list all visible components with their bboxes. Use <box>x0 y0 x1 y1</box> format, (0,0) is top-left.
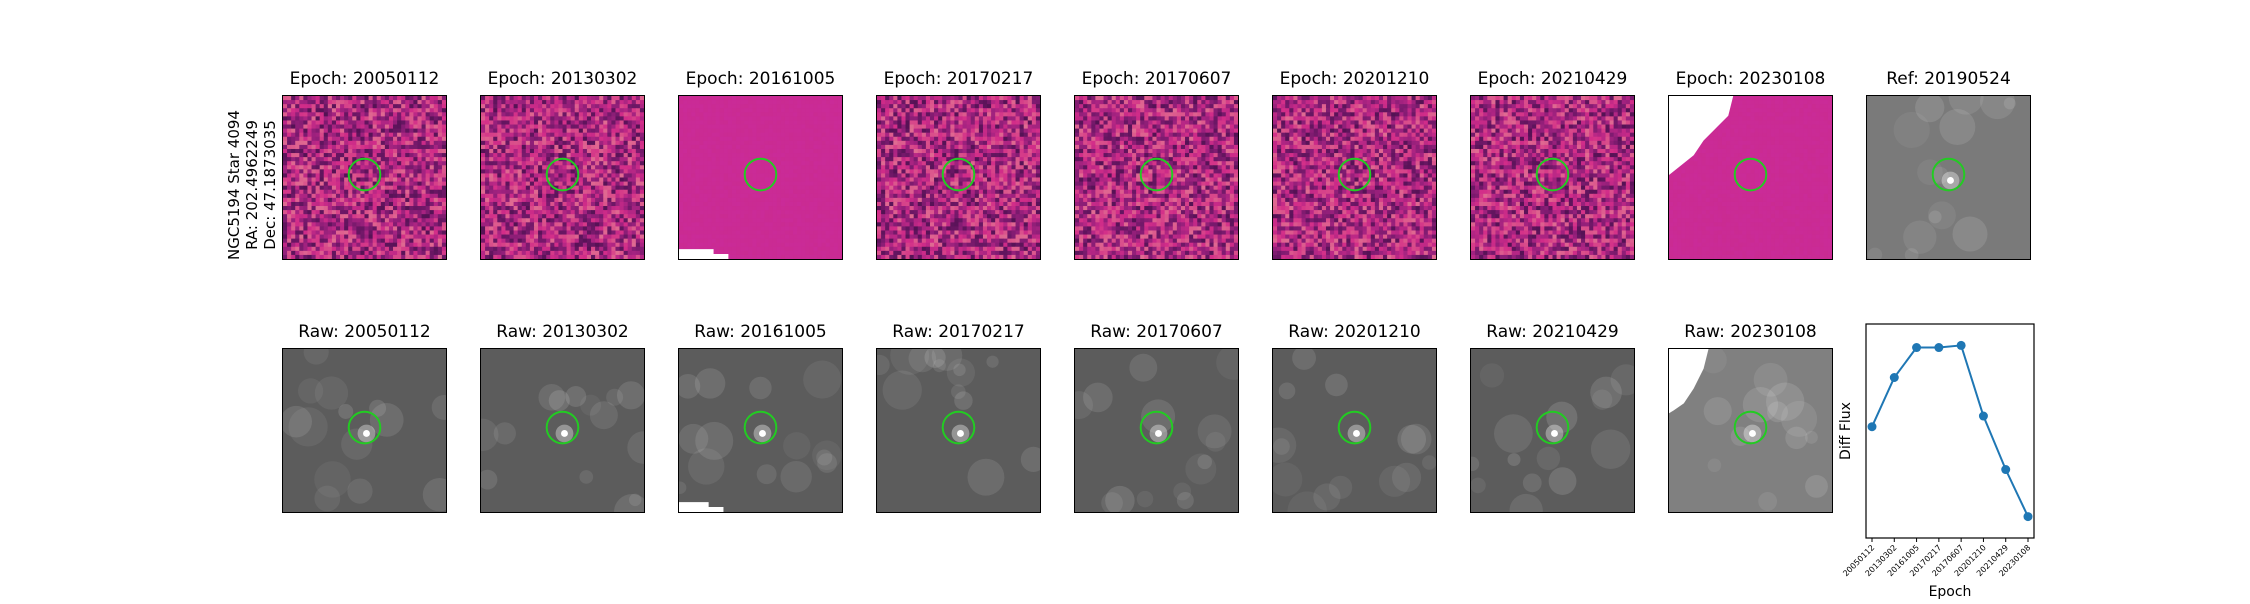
raw-cutout <box>1668 348 1833 513</box>
diff-cutout <box>876 95 1041 260</box>
raw-cutout <box>480 348 645 513</box>
raw-cutout <box>1272 348 1437 513</box>
data-point <box>1890 373 1899 382</box>
data-point <box>1934 343 1943 352</box>
star-dec: Dec: 47.1873035 <box>261 120 279 250</box>
diff-cutout <box>1668 95 1833 260</box>
raw-cutout <box>1470 348 1635 513</box>
plot-frame <box>1866 324 2034 538</box>
raw-cutout <box>1074 348 1239 513</box>
data-point <box>2024 512 2033 521</box>
raw-cutout <box>876 348 1041 513</box>
data-point <box>2001 465 2010 474</box>
diff-cutout <box>282 95 447 260</box>
diff-panel-title: Ref: 20190524 <box>1829 69 2069 89</box>
star-ra: RA: 202.4962249 <box>243 120 261 250</box>
x-axis-label: Epoch <box>1929 584 1972 600</box>
diff-cutout <box>1470 95 1635 260</box>
diff-cutout <box>1272 95 1437 260</box>
data-point <box>1912 343 1921 352</box>
raw-cutout <box>678 348 843 513</box>
diff-cutout <box>678 95 843 260</box>
diff-cutout <box>1074 95 1239 260</box>
star-name: NGC5194 Star 4094 <box>225 110 243 260</box>
data-point <box>1957 341 1966 350</box>
data-point <box>1868 422 1877 431</box>
data-point <box>1979 412 1988 421</box>
raw-cutout <box>282 348 447 513</box>
diff-cutout <box>480 95 645 260</box>
y-axis-label: Diff Flux <box>1838 402 1854 460</box>
star-label: NGC5194 Star 4094 RA: 202.4962249 Dec: 4… <box>225 110 245 260</box>
reference-cutout <box>1866 95 2031 260</box>
series-line <box>1872 345 2028 516</box>
